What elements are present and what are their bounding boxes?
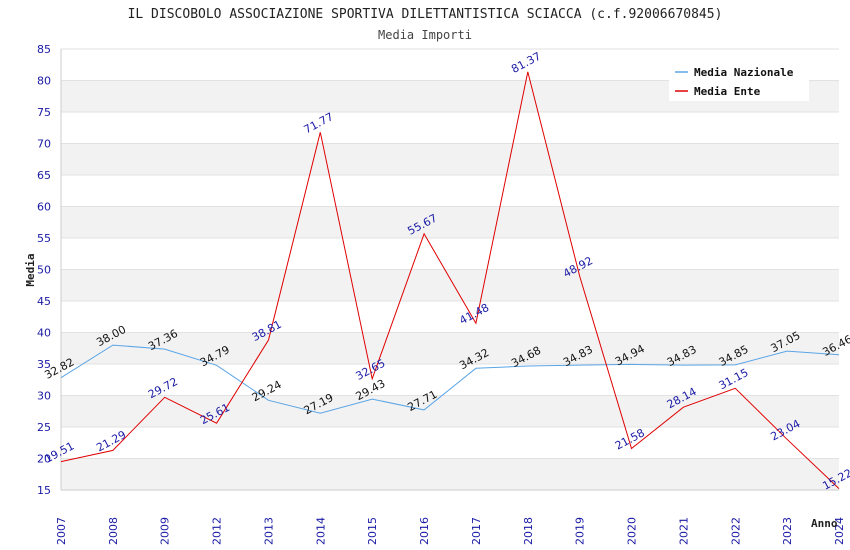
grid-band [61, 395, 839, 427]
x-tick-label: 2009 [159, 517, 172, 545]
y-tick-label: 30 [37, 390, 51, 403]
x-tick-label: 2007 [55, 517, 68, 545]
y-tick-label: 45 [37, 295, 51, 308]
x-tick-label: 2021 [677, 517, 690, 545]
x-tick-label: 2015 [366, 517, 379, 545]
x-tick-label: 2022 [729, 517, 742, 545]
x-tick-label: 2017 [470, 517, 483, 545]
grid-band [61, 112, 839, 144]
series-line-media-nazionale [60, 344, 840, 414]
legend-box [669, 59, 809, 101]
series-lines [60, 71, 840, 489]
y-tick-label: 75 [37, 106, 51, 119]
grid-bands [61, 48, 839, 491]
y-tick-label: 80 [37, 75, 51, 88]
x-tick-label: 2024 [833, 517, 846, 545]
grid-band [61, 332, 839, 364]
x-tick-label: 2014 [314, 517, 327, 545]
x-tick-label: 2020 [626, 517, 639, 545]
legend-entry: Media Ente [694, 85, 761, 98]
plot-frame [60, 49, 839, 491]
y-tick-label: 85 [37, 43, 51, 56]
grid-band [61, 364, 839, 396]
y-tick-label: 50 [37, 264, 51, 277]
y-tick-label: 40 [37, 327, 51, 340]
x-tick-label: 2019 [574, 517, 587, 545]
series-line-media-ente [60, 71, 840, 489]
y-tick-label: 60 [37, 201, 51, 214]
grid-band [61, 206, 839, 238]
x-axis-ticks: 2007 2008 2009 2012 2013 2014 2015 2016 2017 2018… [55, 517, 846, 545]
grid-band [61, 458, 839, 490]
grid-band [61, 269, 839, 301]
y-axis-label: Media [24, 253, 37, 286]
x-tick-label: 2012 [211, 517, 224, 545]
x-tick-label: 2008 [107, 517, 120, 545]
legend: Media Nazionale Media Ente [669, 59, 809, 101]
y-tick-label: 15 [37, 484, 51, 497]
grid-band [61, 238, 839, 270]
chart-title: IL DISCOBOLO ASSOCIAZIONE SPORTIVA DILET… [128, 7, 723, 22]
chart-subtitle: Media Importi [378, 28, 472, 42]
y-tick-label: 55 [37, 232, 51, 245]
y-axis-ticks: 15 20 25 30 35 40 45 50 55 60 65 70 75 80 85 [37, 43, 51, 497]
x-tick-label: 2013 [262, 517, 275, 545]
x-axis-label: Anno [811, 517, 838, 530]
y-tick-label: 70 [37, 138, 51, 151]
grid-band [61, 143, 839, 175]
grid-band [61, 175, 839, 207]
legend-entry: Media Nazionale [694, 66, 794, 79]
y-tick-label: 65 [37, 169, 51, 182]
y-tick-label: 25 [37, 421, 51, 434]
x-tick-label: 2023 [781, 517, 794, 545]
y-tick-label: 35 [37, 358, 51, 371]
x-tick-label: 2018 [522, 517, 535, 545]
y-tick-label: 20 [37, 453, 51, 466]
x-tick-label: 2016 [418, 517, 431, 545]
grid-band [61, 301, 839, 333]
grid-band [61, 427, 839, 459]
